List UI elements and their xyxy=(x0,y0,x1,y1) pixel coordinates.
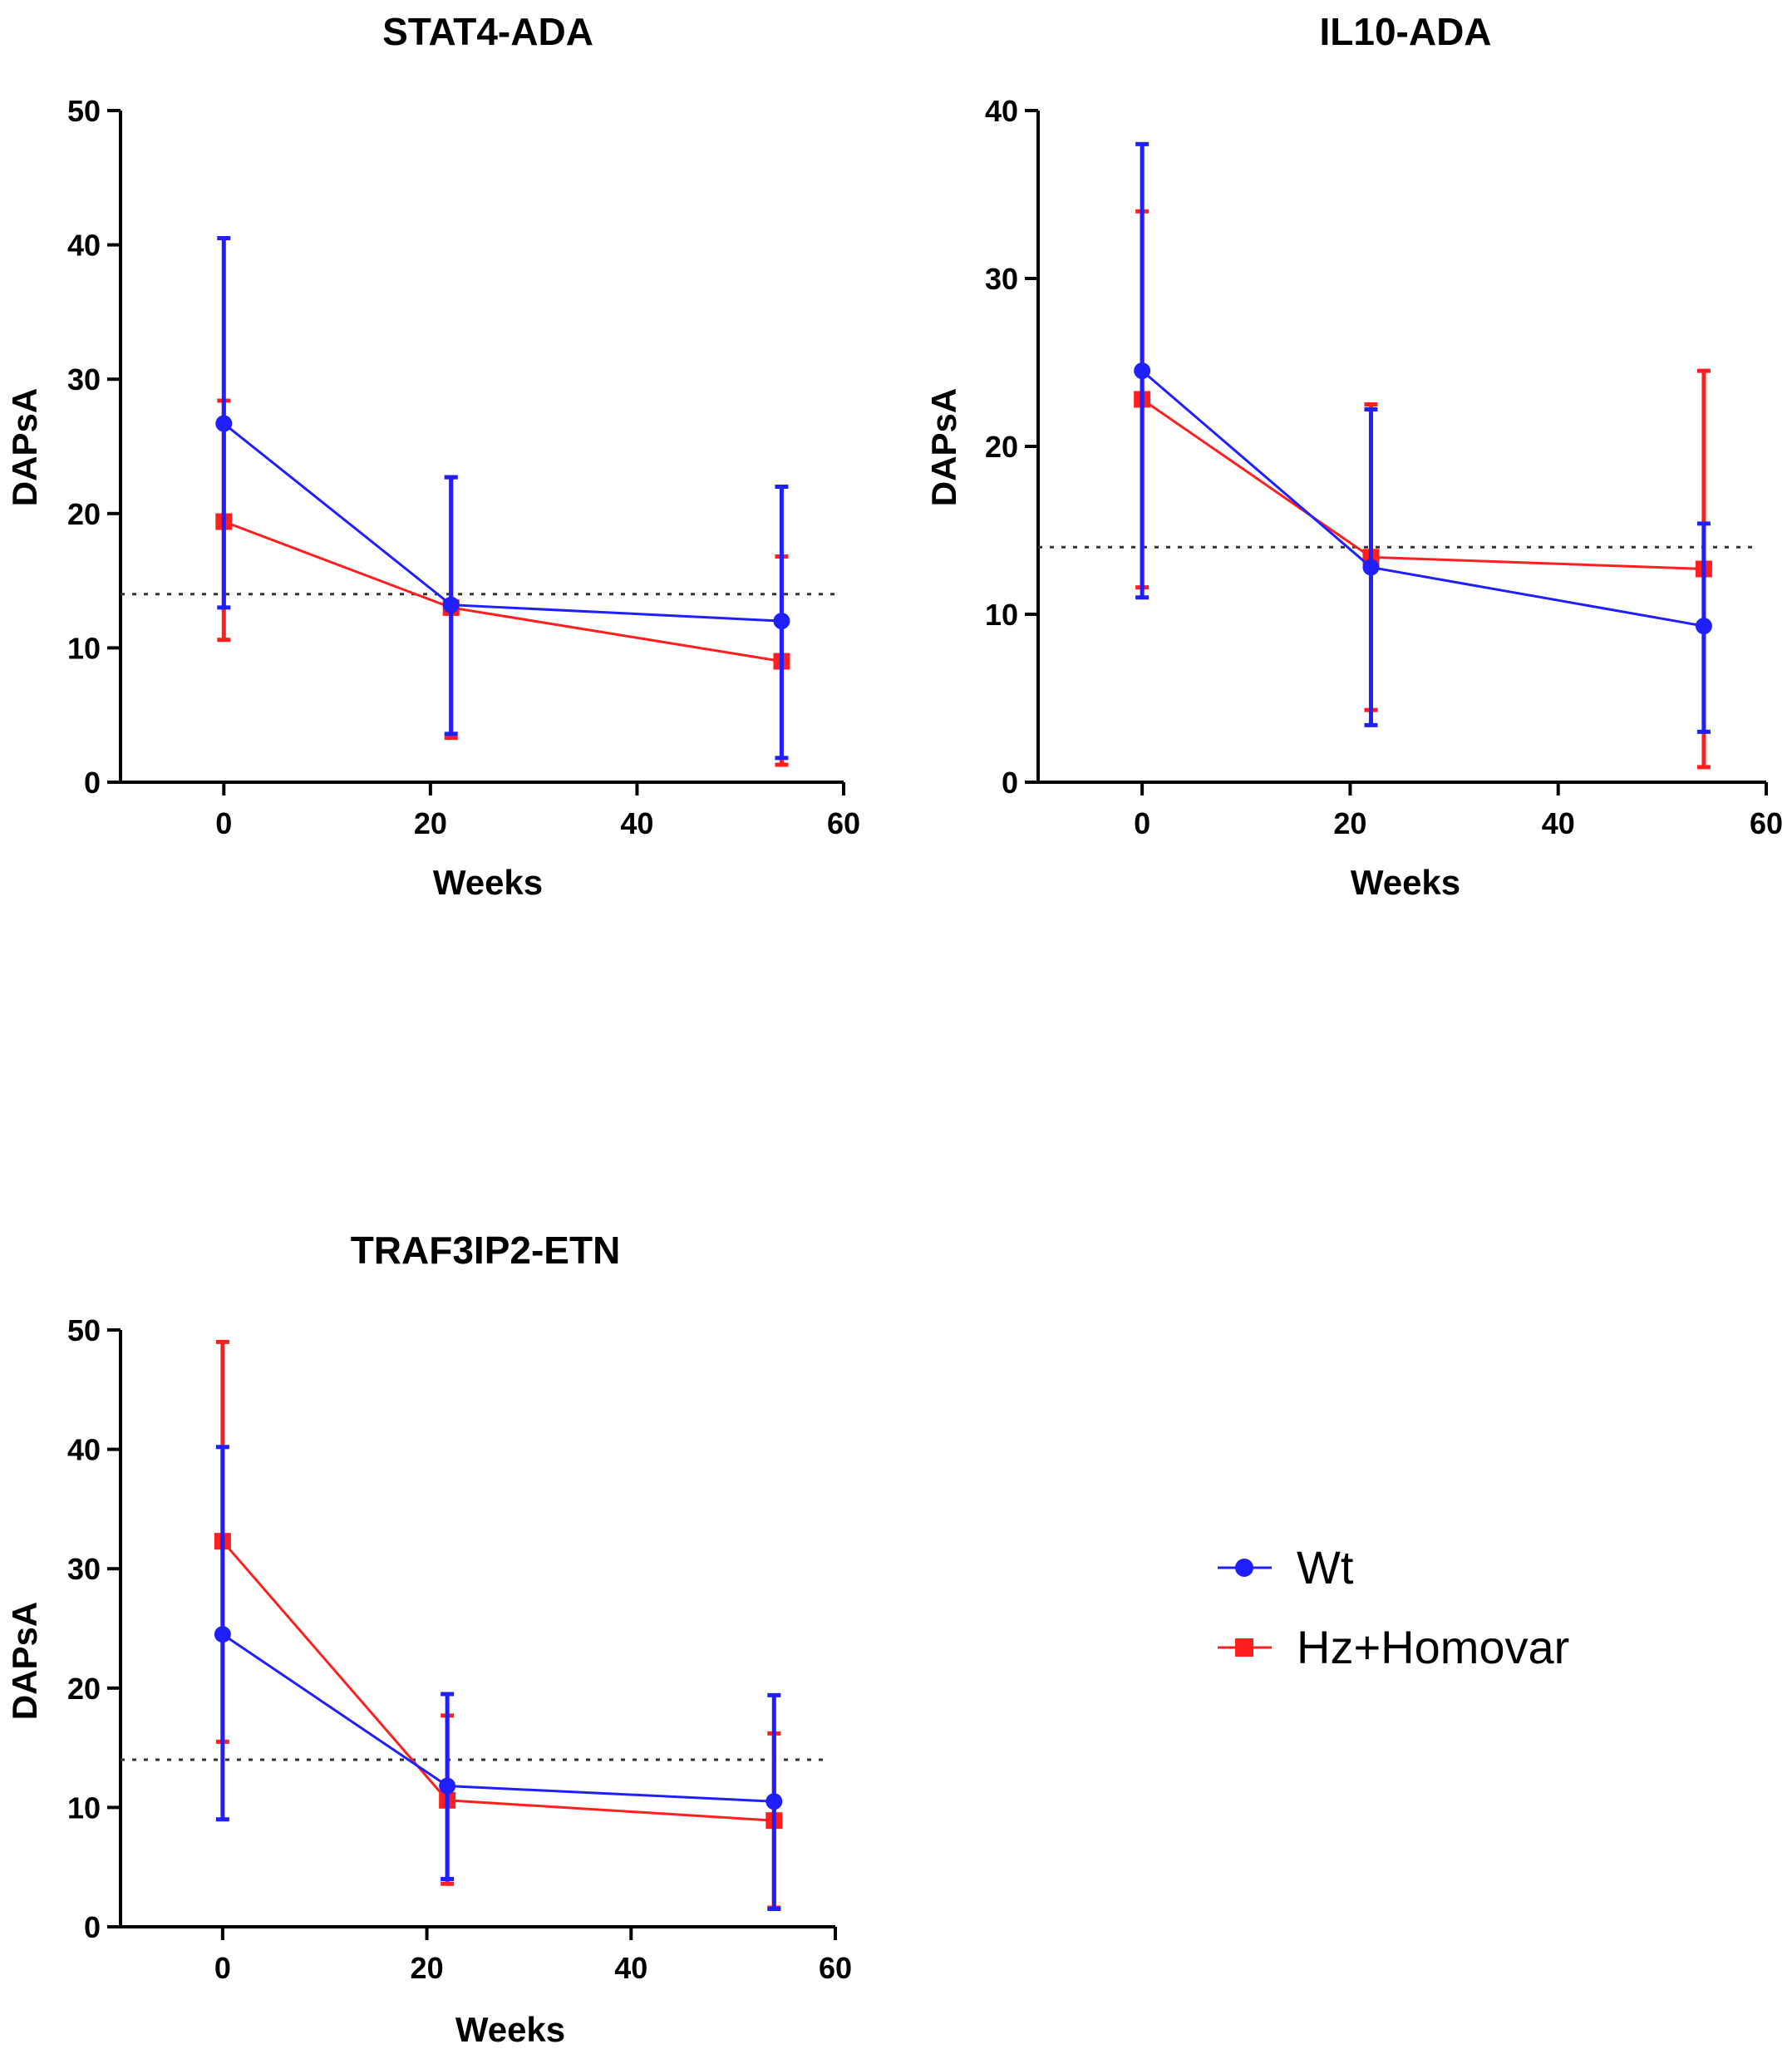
chart-title: TRAF3IP2-ETN xyxy=(351,1229,621,1272)
series-hz-homovar xyxy=(215,398,790,767)
series-line xyxy=(221,1540,775,1822)
data-point xyxy=(773,613,790,630)
x-tick-label: 0 xyxy=(215,806,232,840)
y-axis-label: DAPsA xyxy=(924,388,963,506)
chart-title: IL10-ADA xyxy=(1319,10,1491,53)
x-tick-label: 20 xyxy=(414,806,447,840)
y-tick-label: 40 xyxy=(67,229,101,263)
x-tick-label: 20 xyxy=(1333,806,1366,840)
y-tick-label: 50 xyxy=(67,94,101,128)
plot-area: 0 10 20 30 40 0 20 40 60 xyxy=(985,94,1783,840)
x-tick-label: 40 xyxy=(1542,806,1575,840)
y-tick-label: 30 xyxy=(67,362,101,397)
y-tick-label: 20 xyxy=(67,1672,101,1706)
y-tick-label: 40 xyxy=(985,94,1018,128)
data-point xyxy=(439,1777,456,1795)
y-tick-label: 10 xyxy=(67,1790,101,1825)
series-wt xyxy=(214,1445,783,1911)
data-point xyxy=(215,415,233,432)
series-wt xyxy=(215,236,790,761)
y-tick-label: 50 xyxy=(67,1313,101,1347)
series-line xyxy=(1141,398,1704,570)
x-tick-label: 60 xyxy=(827,806,860,840)
legend: Wt Hz+Homovar xyxy=(1218,1541,1569,1673)
chart-panel-il10-ada: IL10-ADA DAPsA Weeks 0 10 20 30 40 0 20 40 60 xyxy=(924,10,1783,902)
data-point xyxy=(766,1793,783,1810)
series-wt xyxy=(1134,141,1712,734)
data-point xyxy=(1362,559,1380,576)
series-line xyxy=(223,422,782,623)
y-tick-label: 20 xyxy=(985,430,1018,464)
chart-panel-stat4-ada: STAT4-ADA DAPsA Weeks 0 10 20 30 40 50 0 20 40 60 xyxy=(5,10,860,902)
x-tick-label: 20 xyxy=(411,1951,444,1985)
plot-area: 0 10 20 30 40 50 0 20 40 60 xyxy=(67,94,860,840)
series-line xyxy=(223,520,782,663)
data-point xyxy=(214,1626,231,1643)
chart-panel-traf3ip2-etn: TRAF3IP2-ETN DAPsA Weeks 0 10 20 30 40 50 0 20 4… xyxy=(5,1229,852,2049)
series-line xyxy=(222,1633,775,1803)
y-axis-label: DAPsA xyxy=(5,388,44,506)
legend-item-wt: Wt xyxy=(1218,1541,1354,1593)
y-tick-label: 0 xyxy=(84,766,101,800)
y-tick-label: 40 xyxy=(67,1433,101,1467)
x-tick-label: 40 xyxy=(620,806,653,840)
legend-label-wt: Wt xyxy=(1297,1541,1354,1593)
legend-label-hz-homovar: Hz+Homovar xyxy=(1297,1621,1569,1673)
y-tick-label: 0 xyxy=(84,1910,101,1944)
series-hz-homovar xyxy=(1134,209,1712,770)
x-axis-label: Weeks xyxy=(1351,863,1460,902)
plot-area: 0 10 20 30 40 50 0 20 40 60 xyxy=(67,1313,852,1985)
y-tick-label: 10 xyxy=(67,631,101,665)
legend-marker-wt xyxy=(1235,1559,1253,1577)
y-tick-label: 30 xyxy=(985,262,1018,296)
x-tick-label: 60 xyxy=(819,1951,852,1985)
legend-item-hz-homovar: Hz+Homovar xyxy=(1218,1621,1569,1673)
series-line xyxy=(1141,369,1705,628)
data-point xyxy=(1695,618,1712,635)
y-tick-label: 30 xyxy=(67,1552,101,1586)
y-tick-label: 0 xyxy=(1002,766,1018,800)
data-point xyxy=(442,596,460,613)
data-point xyxy=(1134,362,1151,380)
y-tick-label: 20 xyxy=(67,497,101,531)
x-tick-label: 0 xyxy=(214,1951,231,1985)
chart-title: STAT4-ADA xyxy=(382,10,593,53)
x-tick-label: 60 xyxy=(1750,806,1783,840)
x-tick-label: 40 xyxy=(614,1951,647,1985)
series-hz-homovar xyxy=(214,1339,783,1910)
y-axis-label: DAPsA xyxy=(5,1602,44,1720)
y-tick-label: 10 xyxy=(985,598,1018,632)
x-axis-label: Weeks xyxy=(433,863,543,902)
x-tick-label: 0 xyxy=(1134,806,1150,840)
legend-marker-hz-homovar xyxy=(1235,1638,1253,1657)
x-axis-label: Weeks xyxy=(455,2010,565,2049)
